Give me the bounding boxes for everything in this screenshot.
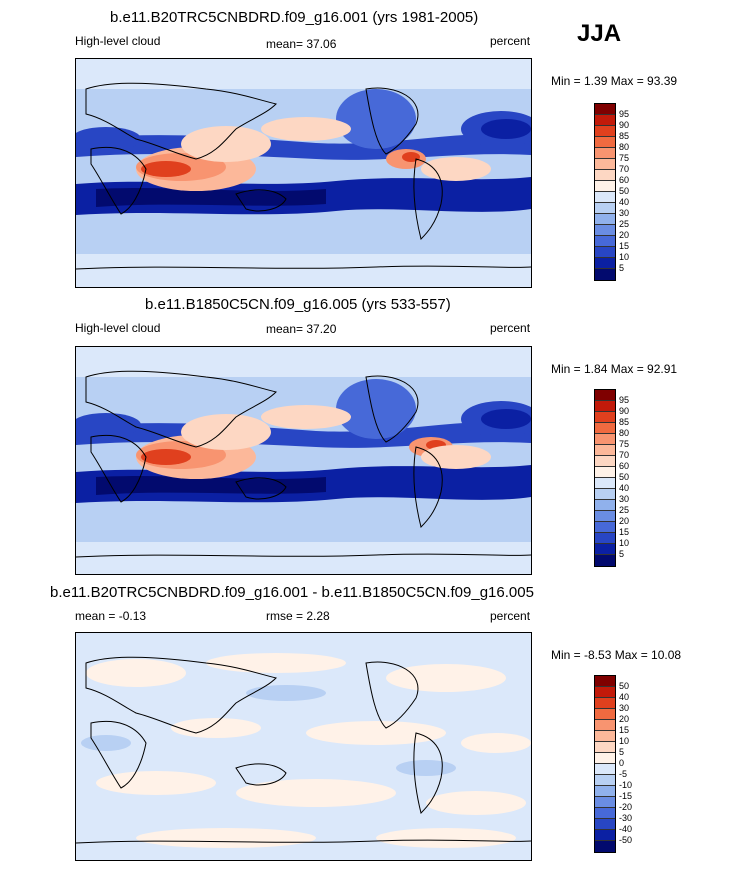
colorbar-tick: -10: [619, 780, 633, 790]
colorbar-tick: 60: [619, 461, 630, 471]
colorbar-tick: 40: [619, 197, 630, 207]
colorbar-tick: 40: [619, 692, 630, 702]
panel3-minmax: Min = -8.53 Max = 10.08: [551, 648, 682, 662]
panel1-colorbar-ticks: 95 90 85 80 75 70 60 50 40 30 25 20 15 1…: [594, 103, 644, 285]
colorbar-tick: -20: [619, 802, 633, 812]
panel1-minmax: Min = 1.39 Max = 93.39: [551, 74, 678, 88]
colorbar-tick: 95: [619, 109, 630, 119]
colorbar-tick: 85: [619, 131, 630, 141]
colorbar-tick: 5: [619, 747, 625, 757]
colorbar-tick: 5: [619, 549, 625, 559]
panel3-rmse-label: rmse = 2.28: [266, 609, 330, 623]
colorbar-tick: 10: [619, 538, 630, 548]
colorbar-tick: 80: [619, 428, 630, 438]
colorbar-tick: -40: [619, 824, 633, 834]
panel3-units-label: percent: [490, 609, 531, 623]
panel2-colorbar: [594, 389, 616, 567]
panel2-units-label: percent: [490, 321, 531, 335]
colorbar-tick: 85: [619, 417, 630, 427]
colorbar-tick: 5: [619, 263, 625, 273]
panel2-minmax: Min = 1.84 Max = 92.91: [551, 362, 678, 376]
colorbar-tick: 15: [619, 527, 630, 537]
panel3-title: b.e11.B20TRC5CNBDRD.f09_g16.001 - b.e11.…: [50, 584, 534, 601]
colorbar-tick: -50: [619, 835, 633, 845]
colorbar-tick: 90: [619, 120, 630, 130]
panel2-map: [75, 346, 532, 575]
colorbar-tick: 75: [619, 153, 630, 163]
colorbar-tick: 20: [619, 516, 630, 526]
colorbar-tick: 30: [619, 494, 630, 504]
colorbar-tick: 10: [619, 736, 630, 746]
season-label: JJA: [577, 20, 622, 47]
colorbar-tick: 50: [619, 472, 630, 482]
panel3-colorbar-ticks: 50 40 30 20 15 10 5 0 -5 -10 -15 -20 -30…: [594, 675, 644, 857]
panel1-variable-label: High-level cloud: [75, 34, 161, 48]
colorbar-tick: 75: [619, 439, 630, 449]
colorbar-tick: 95: [619, 395, 630, 405]
colorbar-tick: 15: [619, 241, 630, 251]
colorbar-tick: -30: [619, 813, 633, 823]
colorbar-tick: 80: [619, 142, 630, 152]
panel3-mean-label: mean = -0.13: [75, 609, 147, 623]
colorbar-tick: 40: [619, 483, 630, 493]
panel3-colorbar: [594, 675, 616, 853]
colorbar-tick: -15: [619, 791, 633, 801]
colorbar-tick: -5: [619, 769, 628, 779]
colorbar-tick: 70: [619, 164, 630, 174]
panel3-map: [75, 632, 532, 861]
colorbar-tick: 30: [619, 703, 630, 713]
colorbar-tick: 30: [619, 208, 630, 218]
colorbar-tick: 90: [619, 406, 630, 416]
panel1-map: [75, 58, 532, 288]
panel1-mean-label: mean= 37.06: [266, 37, 337, 51]
panel2-mean-label: mean= 37.20: [266, 322, 337, 336]
colorbar-tick: 70: [619, 450, 630, 460]
panel1-units-label: percent: [490, 34, 531, 48]
colorbar-tick: 20: [619, 230, 630, 240]
colorbar-tick: 0: [619, 758, 625, 768]
panel1-title: b.e11.B20TRC5CNBDRD.f09_g16.001 (yrs 198…: [110, 9, 479, 26]
colorbar-tick: 60: [619, 175, 630, 185]
panel2-variable-label: High-level cloud: [75, 321, 161, 335]
colorbar-tick: 15: [619, 725, 630, 735]
colorbar-tick: 10: [619, 252, 630, 262]
colorbar-tick: 50: [619, 186, 630, 196]
panel1-colorbar: [594, 103, 616, 281]
colorbar-tick: 25: [619, 219, 630, 229]
colorbar-tick: 20: [619, 714, 630, 724]
panel2-title: b.e11.B1850C5CN.f09_g16.005 (yrs 533-557…: [145, 296, 451, 313]
colorbar-tick: 50: [619, 681, 630, 691]
colorbar-tick: 25: [619, 505, 630, 515]
panel2-colorbar-ticks: 95 90 85 80 75 70 60 50 40 30 25 20 15 1…: [594, 389, 644, 571]
